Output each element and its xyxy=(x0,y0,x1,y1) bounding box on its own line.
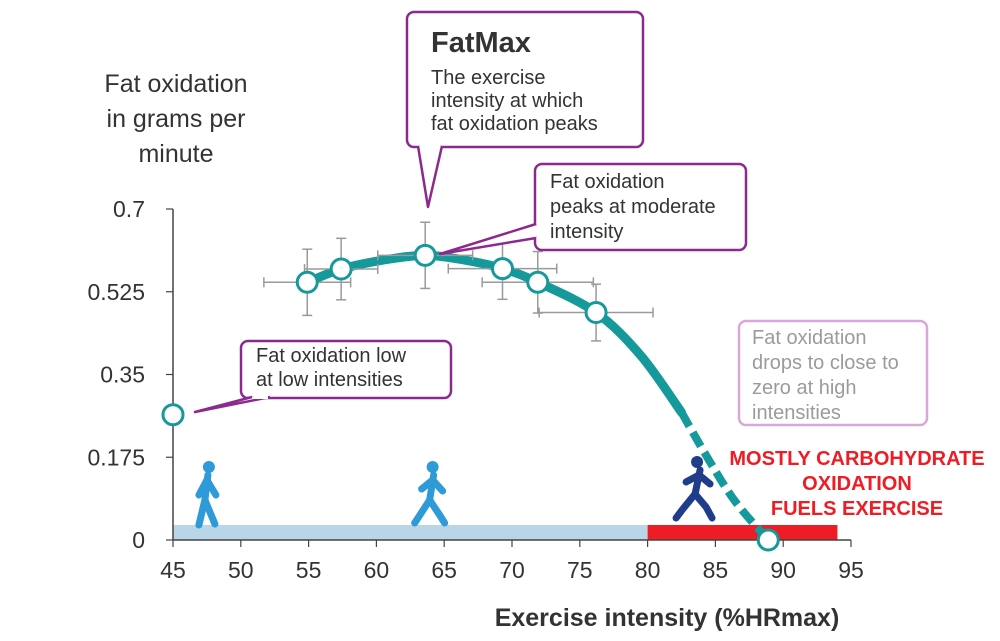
trend-line-solid xyxy=(302,250,686,417)
data-point xyxy=(526,270,550,294)
y-tick-label: 0.175 xyxy=(87,444,145,470)
data-point xyxy=(329,257,353,281)
high-intensity-point xyxy=(756,528,780,552)
carbohydrate-band xyxy=(647,525,838,540)
chart-labels: Fat oxidation in grams per minute Exercise … xyxy=(104,70,984,632)
data-point xyxy=(491,257,515,281)
figure-limb xyxy=(429,476,447,495)
callout-pointer xyxy=(438,222,537,256)
moderate-text-line: intensity xyxy=(550,221,623,243)
x-axis-title: Exercise intensity (%HRmax) xyxy=(495,604,840,632)
callout-box xyxy=(239,339,453,400)
figure-limb xyxy=(672,490,699,522)
high-text-line: drops to close to xyxy=(752,352,899,374)
low-text-line: Fat oxidation low xyxy=(256,345,407,367)
x-tick-label: 95 xyxy=(838,557,864,583)
y-tick-label: 0 xyxy=(132,527,145,553)
high-intensity-callout: Fat oxidation drops to close to zero at hi… xyxy=(737,319,929,427)
y-tick-label: 0.7 xyxy=(113,196,145,222)
carbohydrate-label-line: FUELS EXERCISE xyxy=(771,498,943,520)
figure-limb xyxy=(691,490,716,522)
high-text-line: zero at high xyxy=(752,377,857,399)
x-tick-label: 80 xyxy=(635,557,661,583)
intensity-bands xyxy=(173,525,838,540)
data-points xyxy=(161,243,780,552)
y-tick-label: 0.35 xyxy=(100,362,145,388)
x-tick-label: 45 xyxy=(160,557,186,583)
moderate-text-line: Fat oxidation xyxy=(550,171,665,193)
x-tick-label: 90 xyxy=(770,557,796,583)
y-axis-title-line: minute xyxy=(138,140,213,168)
fatmax-text-line: The exercise xyxy=(431,67,546,89)
data-point xyxy=(295,270,319,294)
high-text-line: intensities xyxy=(752,402,841,424)
jogger-icon xyxy=(411,461,449,527)
x-tick-label: 55 xyxy=(296,557,322,583)
callout-box xyxy=(533,162,748,252)
low-text-line: at low intensities xyxy=(256,369,403,391)
y-axis-title-line: Fat oxidation xyxy=(104,70,247,98)
figure-limb xyxy=(411,496,434,527)
figure-limb xyxy=(426,496,449,527)
fatmax-title: FatMax xyxy=(431,27,531,59)
walker-icon xyxy=(195,461,220,529)
runner-icon xyxy=(672,456,716,522)
data-point xyxy=(413,243,437,267)
data-point xyxy=(584,301,608,325)
callout-pointer xyxy=(416,145,444,209)
callout-box xyxy=(737,319,929,427)
fatmax-text-line: fat oxidation peaks xyxy=(431,113,598,135)
low-intensity-point xyxy=(161,403,185,427)
high-text-line: Fat oxidation xyxy=(752,327,867,349)
trend-curve xyxy=(302,250,772,543)
aerobic-band xyxy=(173,525,648,540)
carbohydrate-label-line: OXIDATION xyxy=(802,473,912,495)
carbohydrate-label-line: MOSTLY CARBOHYDRATE xyxy=(729,448,984,470)
x-tick-label: 75 xyxy=(567,557,593,583)
axes: 45 50 55 60 65 70 75 80 85 90 95 0 0.175 0.35 0.525 0.7 xyxy=(87,196,863,583)
figure-limb xyxy=(695,471,714,488)
moderate-callout: Fat oxidation peaks at moderate intensity xyxy=(438,162,748,256)
x-tick-label: 50 xyxy=(228,557,254,583)
x-tick-label: 70 xyxy=(499,557,525,583)
figure-head xyxy=(202,461,215,473)
x-tick-label: 65 xyxy=(431,557,457,583)
activity-figures xyxy=(195,456,716,529)
callout-box xyxy=(405,10,645,149)
y-axis-title-line: in grams per xyxy=(107,105,246,133)
x-tick-label: 60 xyxy=(364,557,390,583)
moderate-text-line: peaks at moderate xyxy=(550,196,716,218)
fatmax-text-line: intensity at which xyxy=(431,90,583,112)
callout-pointer xyxy=(193,395,271,414)
y-tick-label: 0.525 xyxy=(87,279,145,305)
trend-line-dashed xyxy=(678,410,772,543)
figure-limb xyxy=(203,476,220,499)
figure-limb xyxy=(201,496,219,528)
x-tick-label: 85 xyxy=(703,557,729,583)
figure-head xyxy=(691,456,704,468)
figure-head xyxy=(426,461,439,473)
